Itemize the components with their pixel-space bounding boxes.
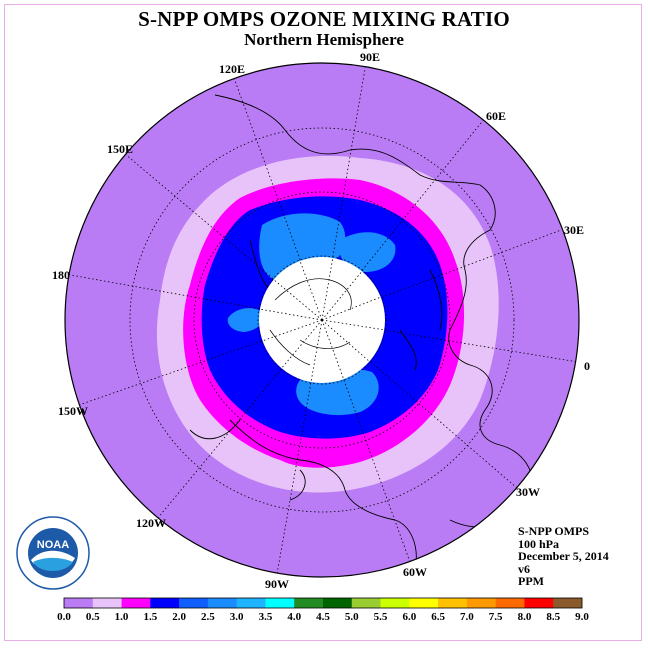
polar-graticule (258, 256, 386, 383)
colorbar-tick-label: 2.0 (172, 611, 186, 623)
lon-label-90w: 90W (265, 577, 289, 591)
lon-label-30e: 30E (564, 223, 584, 237)
info-units: PPM (518, 574, 544, 588)
colorbar-swatch (92, 598, 122, 608)
colorbar-swatch (524, 598, 554, 608)
info-instrument: S-NPP OMPS (518, 524, 589, 538)
colorbar-border (63, 597, 583, 609)
info-version: v6 (518, 561, 530, 576)
arctic-coastlines (269, 278, 352, 366)
colorbar-swatch (438, 598, 468, 608)
colorbar-tick-label: 1.5 (143, 611, 157, 623)
colorbar-tick-label: 3.5 (259, 611, 273, 623)
noaa-logo-text: NOAA (37, 539, 69, 551)
colorbar-swatch (294, 598, 324, 608)
lon-label-0: 0 (584, 359, 590, 373)
colorbar-tick-label: 0.5 (86, 611, 100, 623)
colorbar-swatch (409, 598, 439, 608)
colorbar-swatch (495, 598, 525, 608)
coastlines (189, 94, 534, 571)
figure-frame (4, 4, 642, 641)
graticule (65, 63, 579, 575)
colorbar-tick-label: 2.5 (201, 611, 215, 623)
colorbar-swatch (380, 598, 410, 608)
colorbar-tick-label: 8.0 (518, 611, 532, 623)
info-block: S-NPP OMPS 100 hPa December 5, 2014 v6 P… (518, 525, 609, 588)
colorbar-tick-label: 1.0 (115, 611, 129, 623)
colorbar-tick-label: 5.0 (345, 611, 359, 623)
colorbar-tick-label: 6.0 (402, 611, 416, 623)
lon-label-150e: 150E (107, 142, 133, 156)
colorbar-tick-label: 5.5 (374, 611, 388, 623)
colorbar-swatch (150, 598, 180, 608)
lon-label-120e: 120E (219, 62, 245, 76)
noaa-logo: NOAA (16, 516, 90, 590)
lon-label-90e: 90E (360, 50, 380, 64)
info-level: 100 hPa (518, 536, 560, 551)
map-title: S-NPP OMPS OZONE MIXING RATIO (138, 7, 510, 31)
colorbar-tick-label: 7.0 (460, 611, 474, 623)
ozone-contour-2.5-d (227, 308, 264, 332)
colorbar-tick-label: 7.5 (489, 611, 503, 623)
lon-label-150w: 150W (58, 404, 88, 418)
colorbar-swatch (64, 598, 94, 608)
colorbar-swatch (351, 598, 381, 608)
colorbar-tick-label: 3.0 (230, 611, 244, 623)
colorbar-swatch (553, 598, 583, 608)
map-subtitle: Northern Hemisphere (244, 30, 404, 49)
ozone-contour-2.5-b (338, 232, 396, 272)
info-date: December 5, 2014 (518, 549, 609, 563)
lon-label-60e: 60E (486, 109, 506, 123)
colorbar-tick-label: 4.5 (316, 611, 330, 623)
colorbar-swatch (179, 598, 209, 608)
colorbar-swatch (207, 598, 237, 608)
colorbar-tick-label: 9.0 (575, 611, 589, 623)
colorbar-swatch (121, 598, 151, 608)
colorbar-swatch (236, 598, 266, 608)
lon-label-30w: 30W (516, 485, 540, 499)
colorbar: 0.0 0.5 1.0 1.5 2.0 2.5 3.0 3.5 4.0 4.5 5.0 5.5 6.0 6… (57, 597, 589, 623)
colorbar-swatch (466, 598, 496, 608)
colorbar-swatch (323, 598, 353, 608)
lon-label-60w: 60W (403, 565, 427, 579)
colorbar-tick-label: 8.5 (546, 611, 560, 623)
colorbar-tick-label: 4.0 (287, 611, 301, 623)
colorbar-tick-label: 0.0 (57, 611, 71, 623)
lon-label-180: 180 (52, 268, 70, 282)
lon-label-120w: 120W (136, 516, 166, 530)
colorbar-tick-label: 6.5 (431, 611, 445, 623)
colorbar-swatch (265, 598, 295, 608)
